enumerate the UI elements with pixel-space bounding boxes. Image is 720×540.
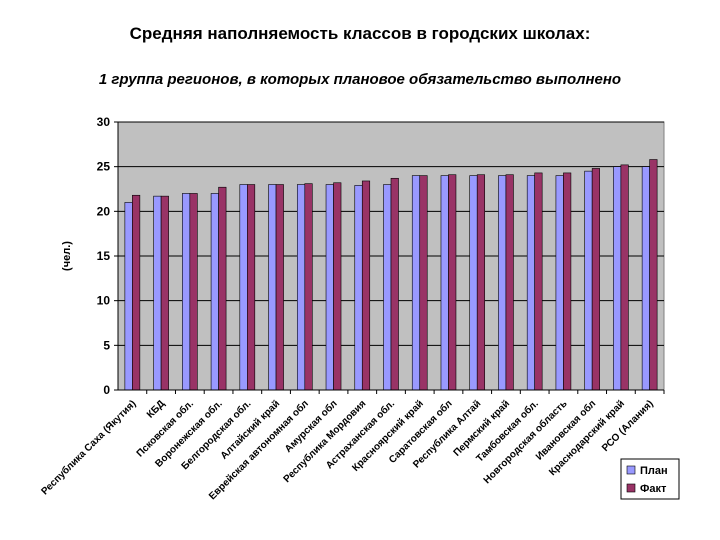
bar-plan — [584, 170, 593, 391]
bar-plan — [555, 175, 564, 391]
bar-fact — [448, 174, 457, 391]
x-category-label: РСО (Алания) — [600, 398, 656, 454]
y-tick-label: 30 — [97, 115, 111, 129]
bar-fact — [534, 172, 543, 391]
legend-label-fact: Факт — [640, 483, 667, 495]
y-axis-label: (чел.) — [61, 241, 73, 271]
bar-fact — [189, 193, 198, 391]
legend-swatch-plan — [626, 465, 636, 475]
bar-plan — [411, 175, 421, 391]
bar-plan — [641, 166, 650, 391]
bar-plan — [440, 175, 449, 391]
bar-plan — [182, 193, 191, 391]
bar-plan — [268, 184, 277, 391]
bar-plan — [124, 202, 133, 391]
bar-fact — [160, 195, 169, 391]
bar-fact — [419, 175, 428, 391]
x-category-label: Амурская обл — [282, 398, 339, 455]
chart-subtitle: 1 группа регионов, в которых плановое об… — [98, 71, 622, 88]
bar-plan — [210, 193, 219, 391]
bar-fact — [390, 177, 399, 391]
bar-plan — [325, 184, 334, 391]
y-tick-label: 10 — [97, 294, 111, 308]
legend-box — [620, 458, 680, 500]
bar-fact — [132, 194, 141, 391]
bar-plan — [296, 184, 306, 391]
bar-plan — [354, 185, 363, 391]
bar-fact — [505, 174, 514, 391]
bar-fact — [591, 168, 600, 391]
bar-fact — [361, 180, 371, 391]
bar-fact — [333, 182, 342, 391]
bar-plan — [526, 175, 535, 391]
bar-fact — [218, 186, 227, 391]
bar-plan — [239, 184, 248, 391]
legend: План Факт — [620, 458, 680, 500]
bar-fact — [563, 172, 572, 391]
y-tick-label: 20 — [97, 204, 111, 218]
y-tick-label: 0 — [103, 383, 110, 397]
bar-plan — [153, 195, 162, 391]
y-tick-label: 25 — [97, 160, 111, 174]
bar-plan — [613, 166, 622, 391]
chart-title: Средняя наполняемость классов в городски… — [129, 24, 591, 43]
legend-label-plan: План — [640, 465, 668, 477]
bar-plan — [498, 175, 507, 391]
bar-plan — [383, 184, 392, 391]
x-category-label: КБД — [145, 398, 167, 420]
y-tick-label: 15 — [97, 249, 111, 263]
bar-fact — [247, 184, 256, 391]
bar-fact — [304, 183, 313, 391]
legend-swatch-fact — [626, 483, 636, 493]
bar-plan — [469, 175, 478, 391]
x-category-label: Республика Саха (Якутия) — [39, 398, 139, 498]
y-axis-ticks: 0 5 10 15 20 25 30 — [97, 115, 119, 397]
bar-fact — [649, 159, 658, 391]
bar-fact — [275, 184, 284, 391]
y-tick-label: 5 — [103, 338, 110, 352]
bar-fact — [620, 164, 629, 391]
bar-fact — [476, 174, 486, 391]
